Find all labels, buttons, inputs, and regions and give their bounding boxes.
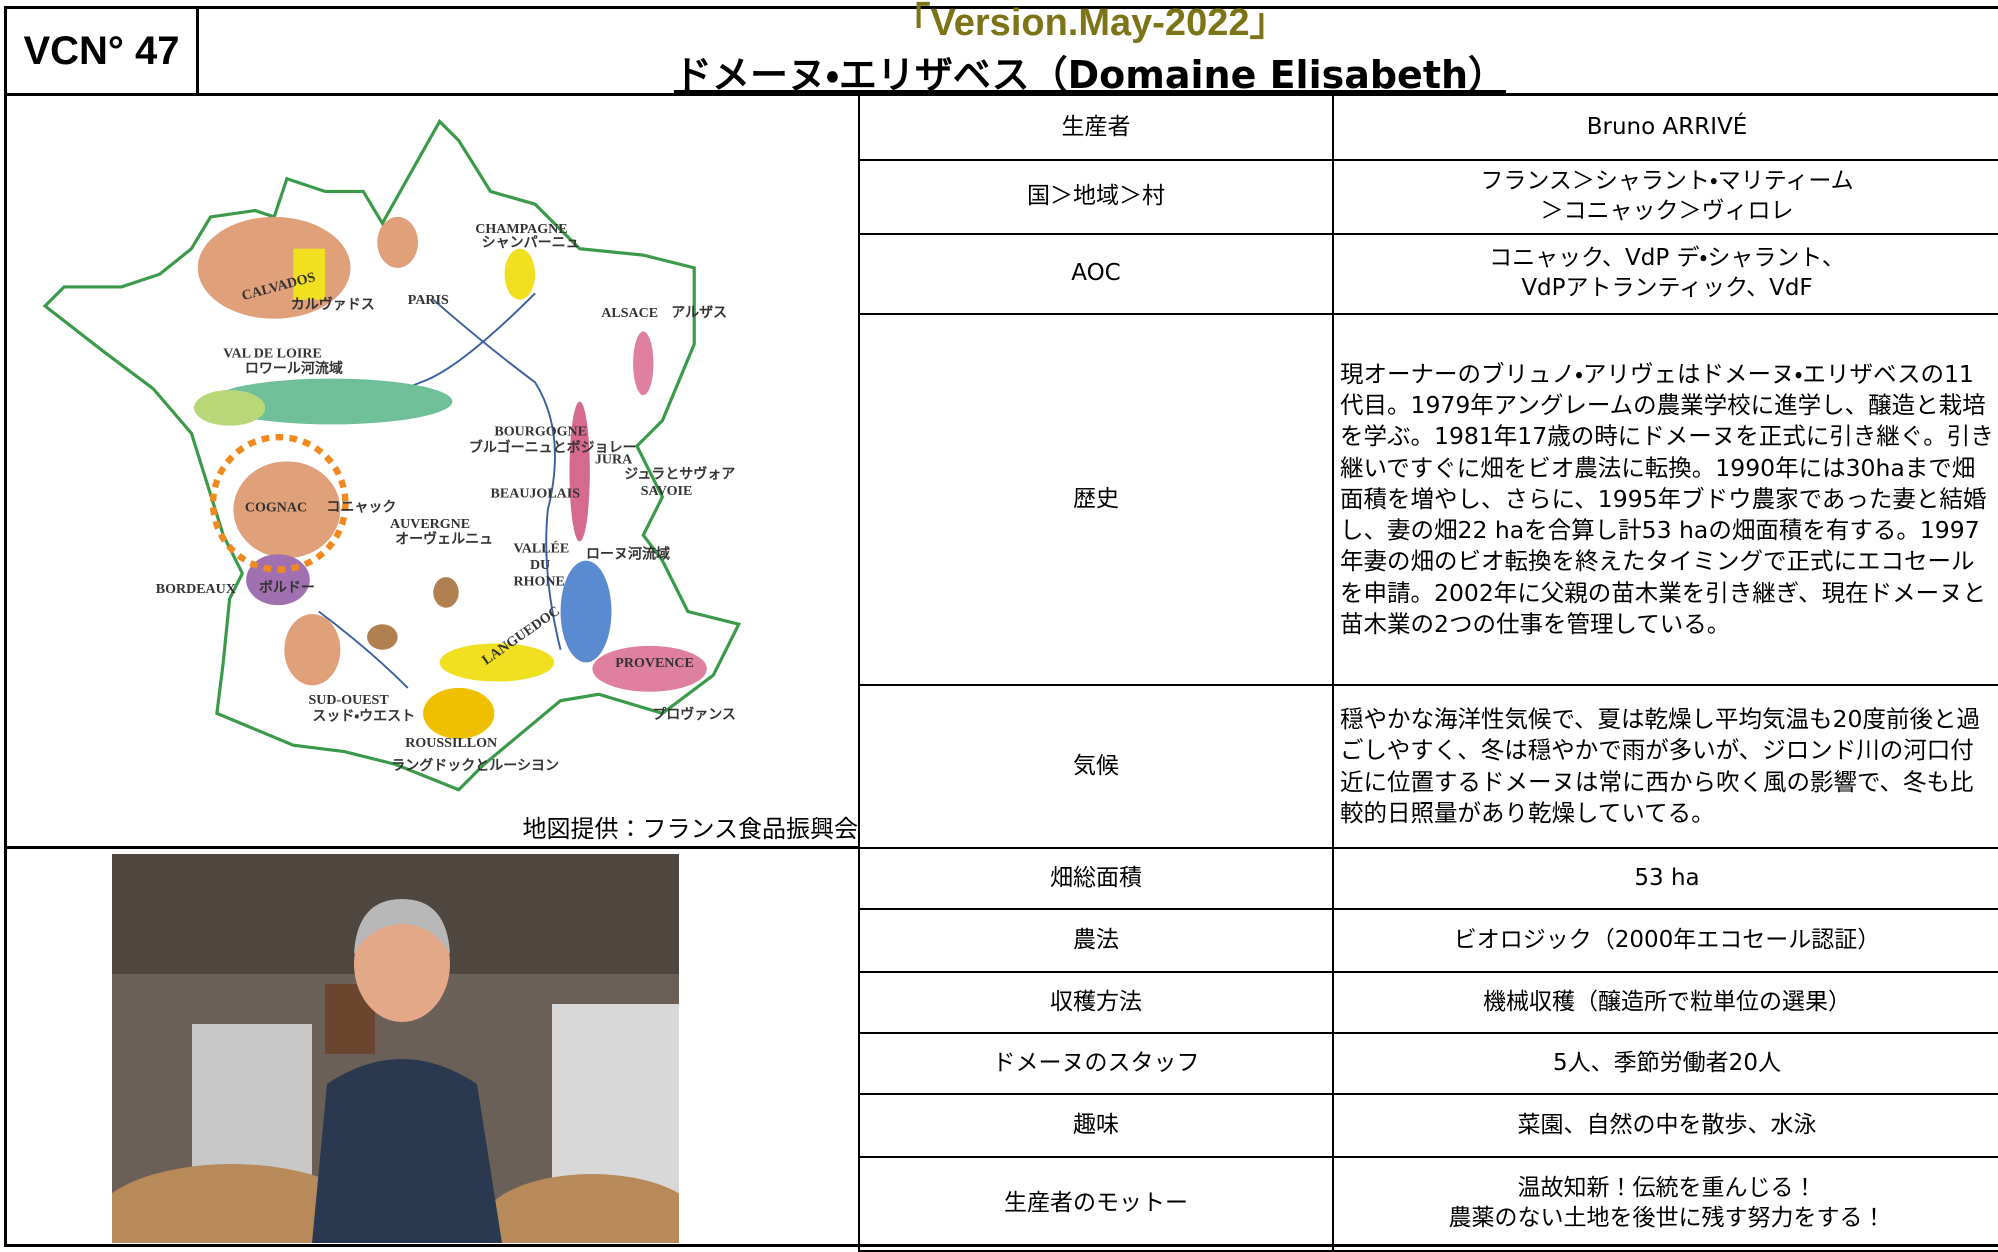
row-value: コニャック、VdP デ・シャラント、 VdPアトランティック、VdF xyxy=(1332,233,1998,315)
map-credit: 地図提供：フランス食品振興会 xyxy=(522,815,858,843)
row-label: 畑総面積 xyxy=(858,847,1334,910)
region-sudouest xyxy=(284,614,341,686)
map-label: アルザス xyxy=(671,305,727,321)
map-label: COGNAC xyxy=(245,501,307,516)
map-label: ALSACE xyxy=(601,306,658,321)
map-label: コニャック xyxy=(326,500,396,516)
barrel xyxy=(112,1164,372,1243)
region-auvergne xyxy=(433,577,459,608)
map-bottom xyxy=(4,846,860,849)
map-label: PROVENCE xyxy=(615,656,694,671)
map-label: RHONE xyxy=(513,574,564,589)
row-label: AOC xyxy=(858,233,1334,315)
map-label: DU xyxy=(530,558,550,573)
row-value: ビオロジック（2000年エコセール認証） xyxy=(1332,908,1998,973)
map-label: SAVOIE xyxy=(641,484,693,499)
region-rhone xyxy=(560,560,612,663)
map-label: VAL DE LOIRE xyxy=(223,347,322,362)
outer-border xyxy=(4,6,1998,1247)
map-label: ブルゴーニュとボジョレー xyxy=(469,439,637,456)
map-label: BEAUJOLAIS xyxy=(491,487,581,502)
region-loire-w xyxy=(193,390,266,426)
row-value: 菜園、自然の中を散歩、水泳 xyxy=(1332,1093,1998,1158)
barrel-2 xyxy=(482,1174,679,1243)
map-label: スッド・ウエスト xyxy=(312,708,415,724)
version: 「Version.May-2022」 xyxy=(892,2,1288,44)
region-provence xyxy=(592,645,707,692)
row-value: 現オーナーのブリュノ・アリヴェはドメーヌ・エリザベスの11代目。1979年アング… xyxy=(1332,313,1998,686)
map-label: BORDEAUX xyxy=(156,582,236,597)
map-label: ロワール河流域 xyxy=(245,360,343,377)
row-value: 温故知新！伝統を重んじる！ 農薬のない土地を後世に残す努力をする！ xyxy=(1332,1156,1998,1252)
region-calvados-2 xyxy=(293,248,326,300)
region-cognac xyxy=(233,461,341,559)
row-label: 収穫方法 xyxy=(858,971,1334,1034)
region-champagne xyxy=(504,248,536,300)
map-label: BOURGOGNE xyxy=(494,424,587,439)
row-label: 農法 xyxy=(858,908,1334,973)
map-label: VALLÉE xyxy=(513,539,569,556)
row-label: 趣味 xyxy=(858,1093,1334,1158)
map-label: ジュラとサヴォア xyxy=(624,466,735,483)
row-label: 生産者のモットー xyxy=(858,1156,1334,1252)
map-label: プロヴァンス xyxy=(652,706,736,723)
map-label: JURA xyxy=(595,452,633,467)
row-label: ドメーヌのスタッフ xyxy=(858,1032,1334,1095)
id-box: VCN° 47 xyxy=(4,6,199,96)
cognac-highlight xyxy=(209,433,349,573)
map-label: PARIS xyxy=(408,293,449,308)
map-label: AUVERGNE xyxy=(390,517,470,532)
region-alsace xyxy=(633,331,654,396)
row-label: 生産者 xyxy=(858,94,1334,161)
region-roussillon xyxy=(423,687,495,739)
region-normandy-east xyxy=(377,216,418,268)
map-label: CHAMPAGNE xyxy=(475,222,567,237)
row-value: 53 ha xyxy=(1332,847,1998,910)
map-label: ローヌ河流域 xyxy=(586,546,670,563)
row-label: 気候 xyxy=(858,684,1334,849)
hair xyxy=(354,899,450,954)
map-label: ROUSSILLON xyxy=(405,736,497,751)
row-value: 5人、季節労働者20人 xyxy=(1332,1032,1998,1095)
map-label: ラングドックとルーシヨン xyxy=(391,757,559,774)
row-value: 機械収穫（醸造所で粒単位の選果） xyxy=(1332,971,1998,1034)
row-value: 穏やかな海洋性気候で、夏は乾燥し平均気温も20度前後と過ごしやすく、冬は穏やかで… xyxy=(1332,684,1998,849)
row-value: フランス＞シャラント・マリティーム ＞コニャック＞ヴィロレ xyxy=(1332,159,1998,235)
producer-photo xyxy=(112,854,679,1243)
row-label: 国＞地域＞村 xyxy=(858,159,1334,235)
doc-title: ドメーヌ・エリザベス（Domaine Elisabeth） xyxy=(673,53,1507,97)
map-label: ボルドー xyxy=(259,580,315,596)
tank-2 xyxy=(552,1004,679,1204)
map-label: カルヴァドス xyxy=(291,296,375,313)
jacket xyxy=(312,1059,502,1243)
row-value: Bruno ARRIVÉ xyxy=(1332,94,1998,161)
face xyxy=(354,906,450,1022)
map-label: シャンパーニュ xyxy=(482,235,580,251)
map-label: オーヴェルニュ xyxy=(395,530,493,547)
region-languedoc xyxy=(439,643,555,682)
row-label: 歴史 xyxy=(858,313,1334,686)
region-loire xyxy=(210,378,453,425)
region-sud xyxy=(367,624,398,650)
map-label: SUD-OUEST xyxy=(309,693,390,708)
region-bourgogne xyxy=(569,401,590,542)
doc-id: VCN° 47 xyxy=(23,28,180,73)
